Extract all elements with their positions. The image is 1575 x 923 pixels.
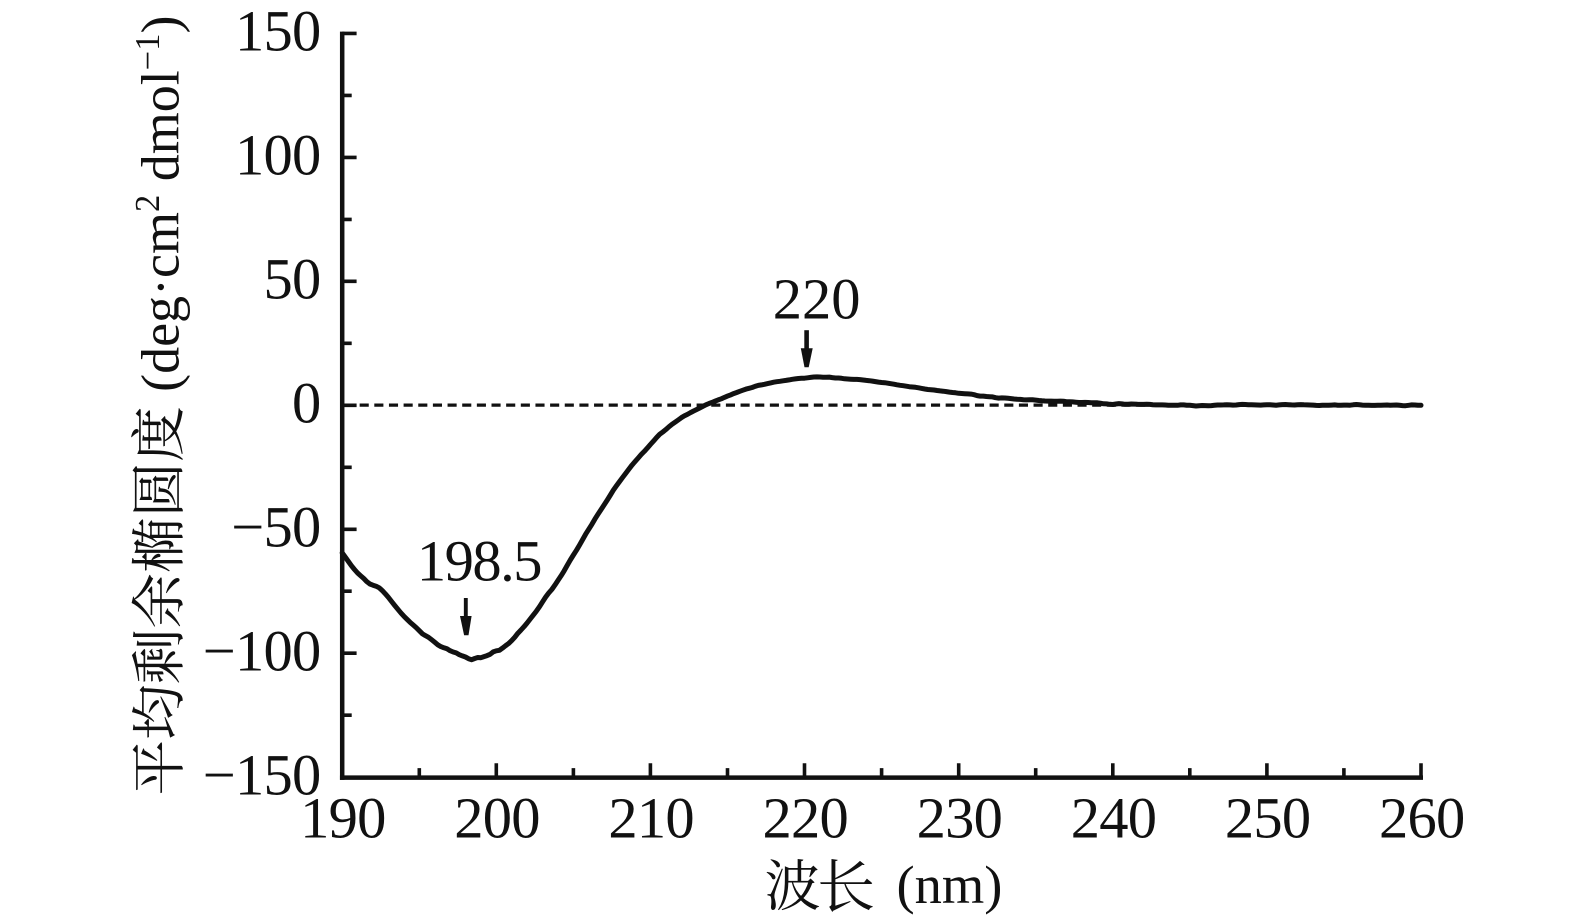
svg-text:200: 200 — [454, 786, 540, 851]
svg-text:(nm): (nm) — [897, 854, 1003, 915]
svg-text:210: 210 — [608, 786, 694, 851]
svg-text:220: 220 — [762, 786, 848, 851]
svg-text:250: 250 — [1225, 786, 1311, 851]
svg-text:100: 100 — [235, 123, 321, 188]
svg-text:230: 230 — [917, 786, 1003, 851]
svg-text:150: 150 — [235, 0, 321, 64]
svg-text:198.5: 198.5 — [417, 529, 541, 594]
svg-text:260: 260 — [1379, 786, 1465, 851]
svg-text:240: 240 — [1071, 786, 1157, 851]
svg-text:−150: −150 — [203, 743, 321, 808]
svg-text:50: 50 — [264, 247, 321, 312]
svg-text:−100: −100 — [203, 619, 321, 684]
svg-text:190: 190 — [300, 786, 386, 851]
svg-text:220: 220 — [773, 266, 861, 331]
svg-text:−50: −50 — [231, 495, 320, 560]
svg-text:0: 0 — [292, 371, 321, 436]
